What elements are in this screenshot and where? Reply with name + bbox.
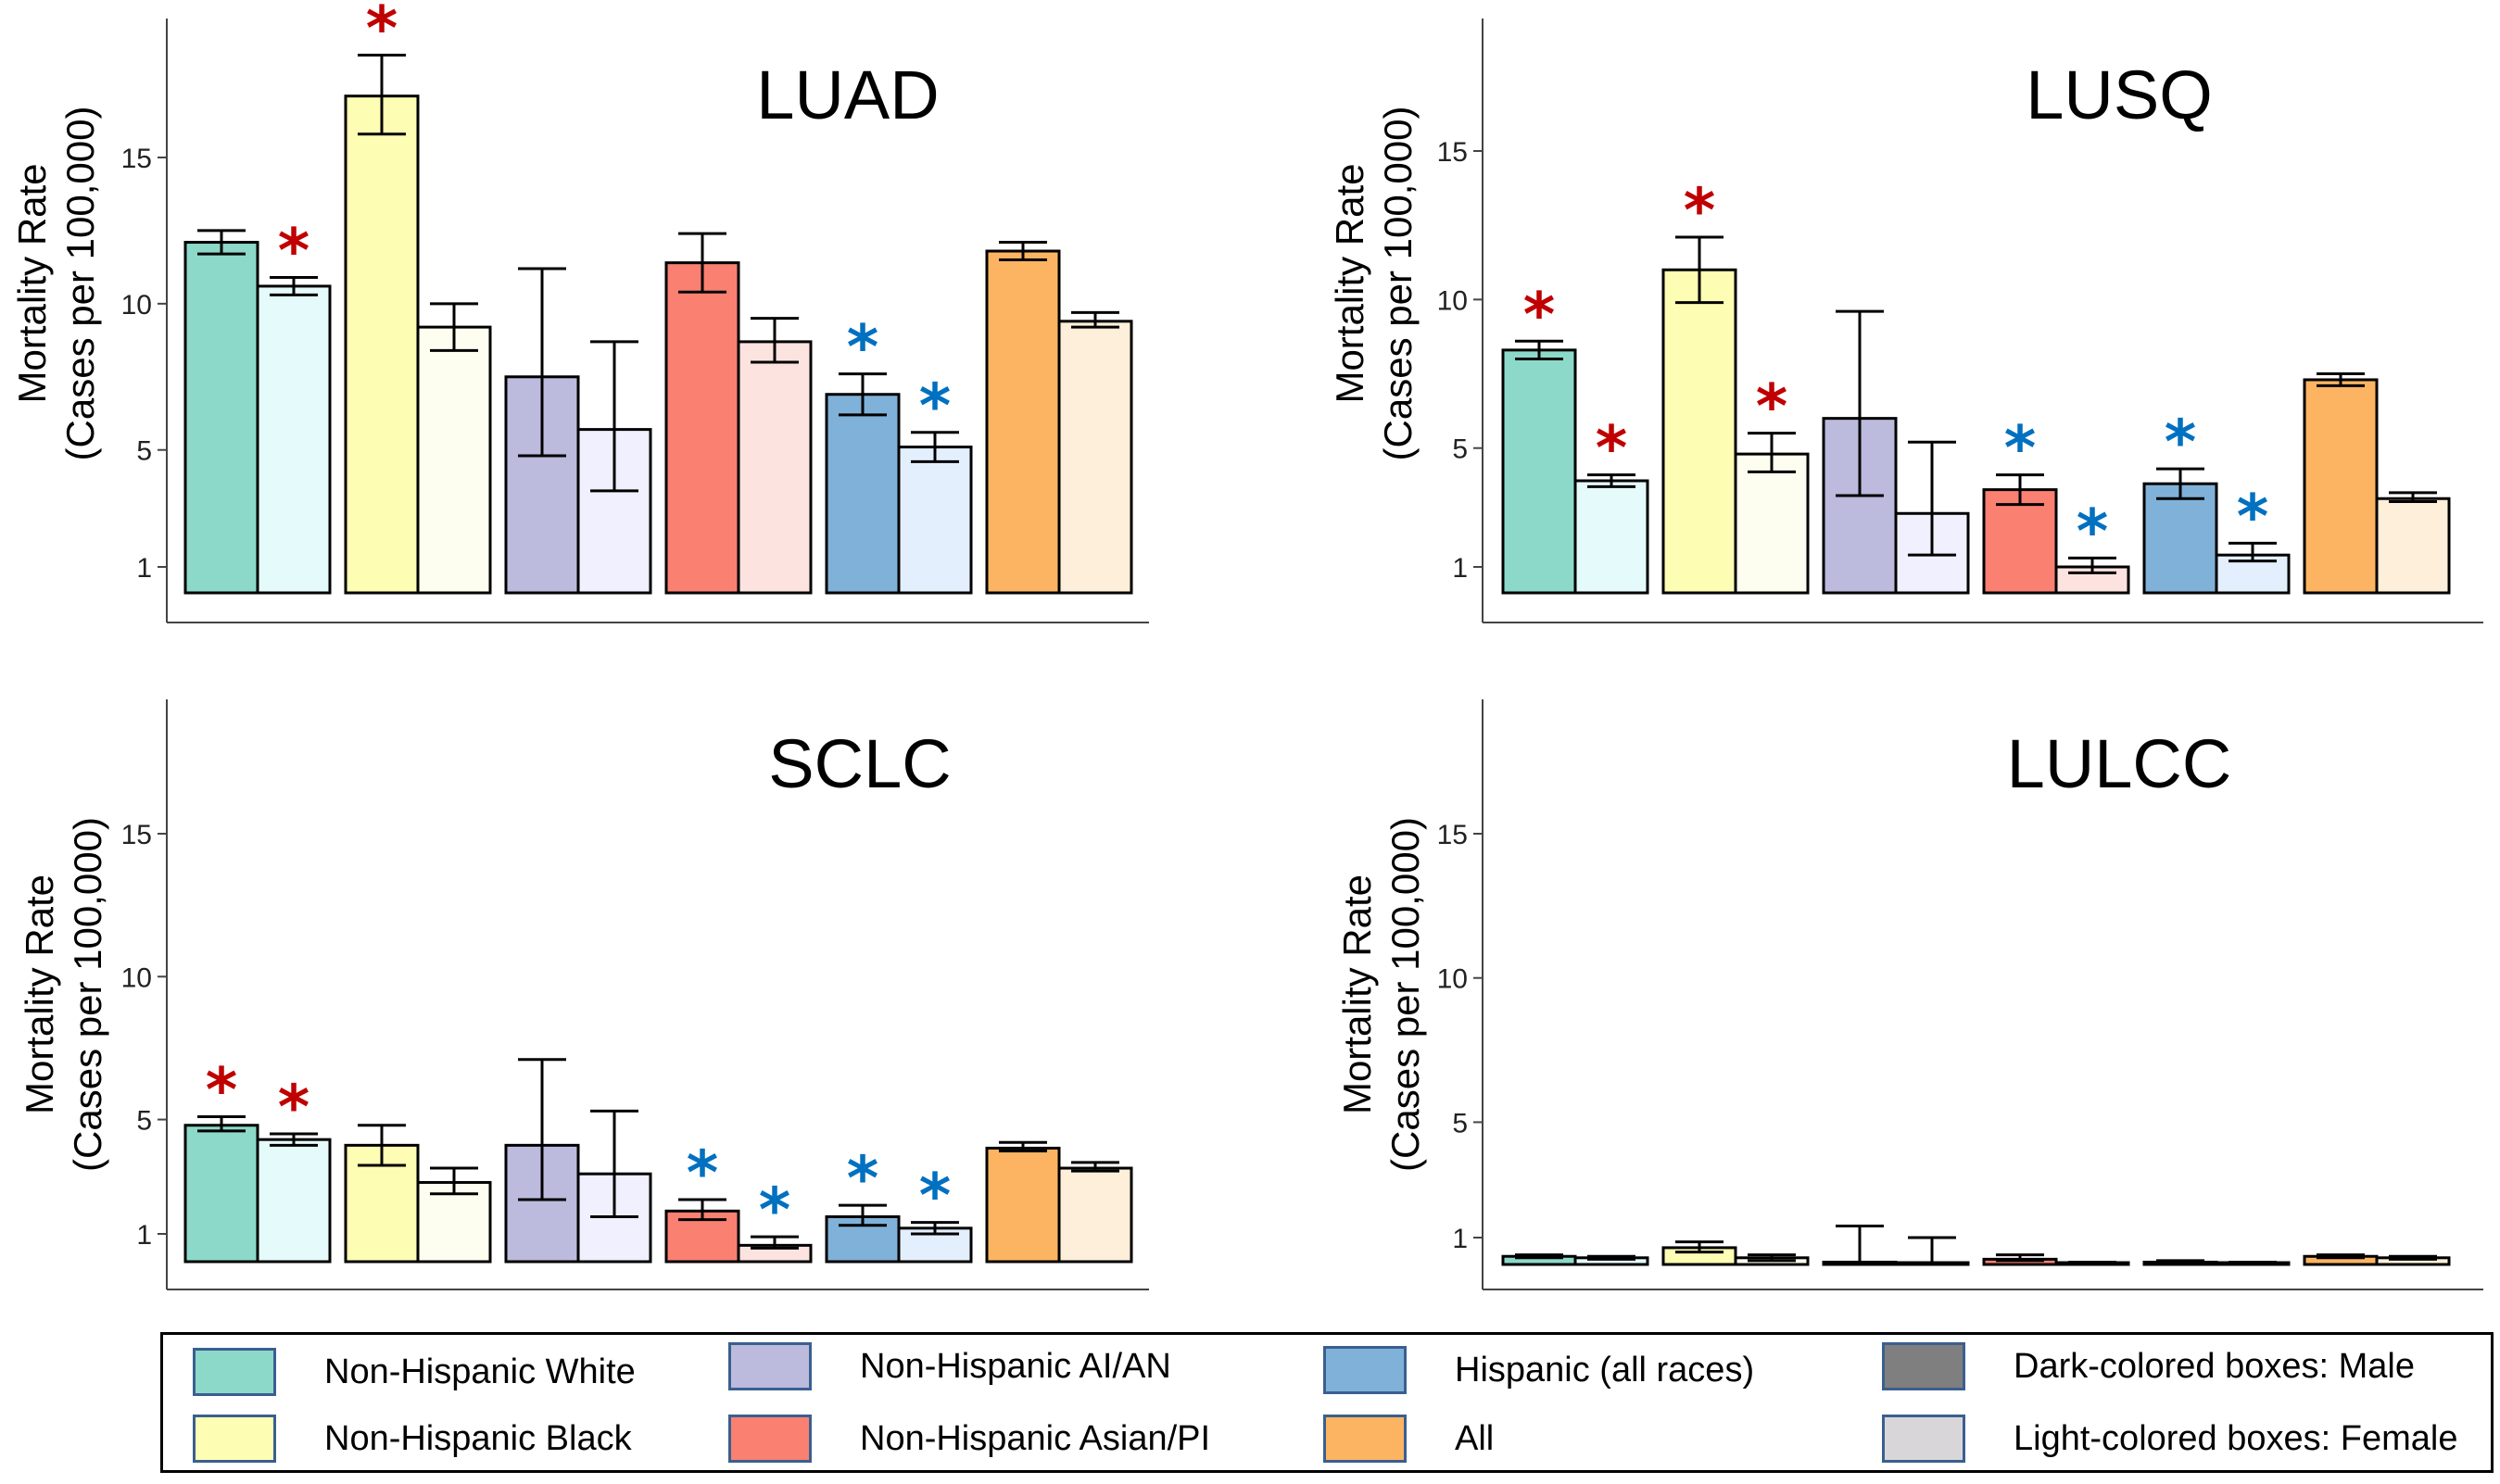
significance-marker: * <box>919 371 952 442</box>
significance-marker: * <box>2165 407 2197 478</box>
y-tick-label: 5 <box>1452 434 1468 465</box>
y-tick-label: 1 <box>136 553 152 584</box>
significance-marker: * <box>278 215 310 286</box>
legend-label: Non-Hispanic Asian/PI <box>860 1418 1211 1458</box>
legend-label: All <box>1455 1418 1495 1458</box>
significance-marker: * <box>2004 413 2037 484</box>
significance-marker: * <box>847 312 879 384</box>
bar-female <box>256 1138 332 1264</box>
bar-male <box>183 1124 259 1264</box>
legend-label: Dark-colored boxes: Male <box>2014 1346 2415 1386</box>
chart-title: LUAD <box>756 57 939 133</box>
legend-swatch <box>193 1348 276 1396</box>
y-tick-label: 15 <box>121 820 152 850</box>
significance-marker: * <box>1596 413 1628 484</box>
y-axis-label: (Cases per 100,000) <box>1383 817 1427 1172</box>
significance-marker: * <box>366 0 398 65</box>
chart-title: SCLC <box>768 725 951 802</box>
significance-marker: * <box>759 1175 791 1246</box>
y-tick-label: 10 <box>121 290 152 321</box>
y-axis-label: Mortality Rate <box>1328 163 1371 403</box>
bar-female <box>737 340 813 595</box>
legend: Non-Hispanic White Non-Hispanic AI/AN Hi… <box>160 1332 2494 1473</box>
bar-male <box>1661 268 1737 595</box>
significance-marker: * <box>206 1054 238 1126</box>
legend-swatch <box>193 1415 276 1463</box>
bar-male <box>1982 488 2058 595</box>
bar-female <box>256 284 332 595</box>
legend-item: Light-colored boxes: Female <box>1882 1415 2457 1463</box>
legend-item: Non-Hispanic AI/AN <box>728 1342 1171 1390</box>
legend-swatch <box>1323 1346 1407 1394</box>
legend-label: Non-Hispanic AI/AN <box>860 1346 1171 1386</box>
legend-label: Non-Hispanic White <box>324 1352 636 1391</box>
y-tick-label: 15 <box>1437 137 1468 168</box>
bar-female <box>1057 1166 1133 1264</box>
legend-label: Hispanic (all races) <box>1455 1350 1755 1390</box>
y-axis-label: Mortality Rate <box>10 163 54 403</box>
y-tick-label: 10 <box>1437 964 1468 995</box>
legend-swatch <box>1882 1415 1965 1463</box>
chart-title: LUSQ <box>2026 57 2213 133</box>
bar-female <box>1057 320 1133 595</box>
bar-female <box>2375 497 2451 595</box>
bar-male <box>183 241 259 595</box>
bar-male <box>664 261 740 595</box>
y-tick-label: 1 <box>1452 1224 1468 1254</box>
y-tick-label: 15 <box>1437 820 1468 850</box>
legend-item: All <box>1323 1415 1494 1463</box>
legend-swatch <box>1323 1415 1407 1463</box>
legend-item: Non-Hispanic White <box>193 1348 636 1396</box>
y-axis-label: (Cases per 100,000) <box>58 107 102 461</box>
bar-female <box>416 325 492 595</box>
significance-marker: * <box>1756 371 1788 443</box>
y-tick-label: 10 <box>121 962 152 993</box>
bar-male <box>344 94 420 595</box>
y-axis-label: Mortality Rate <box>18 874 61 1114</box>
significance-marker: * <box>919 1161 952 1232</box>
bar-female <box>1573 479 1649 595</box>
y-axis-label: (Cases per 100,000) <box>1376 107 1420 461</box>
significance-marker: * <box>847 1143 879 1214</box>
bar-male <box>2142 482 2218 595</box>
y-tick-label: 1 <box>136 1220 152 1251</box>
bar-female <box>897 446 973 595</box>
legend-swatch <box>728 1415 812 1463</box>
significance-marker: * <box>1523 279 1556 350</box>
y-tick-label: 10 <box>1437 285 1468 316</box>
bar-male <box>825 393 901 595</box>
legend-swatch <box>728 1342 812 1390</box>
legend-label: Non-Hispanic Black <box>324 1418 632 1458</box>
legend-label: Light-colored boxes: Female <box>2014 1418 2458 1458</box>
bar-male <box>1501 348 1577 595</box>
chart-title: LULCC <box>2007 725 2232 802</box>
y-axis-label: Mortality Rate <box>1335 874 1379 1114</box>
legend-swatch <box>1882 1342 1965 1390</box>
significance-marker: * <box>2077 496 2109 567</box>
bar-female <box>1734 452 1810 595</box>
significance-marker: * <box>687 1138 719 1209</box>
y-axis-label: (Cases per 100,000) <box>66 817 109 1172</box>
y-tick-label: 5 <box>1452 1108 1468 1138</box>
significance-marker: * <box>278 1072 310 1143</box>
y-tick-label: 1 <box>1452 553 1468 584</box>
significance-marker: * <box>1684 175 1716 246</box>
y-tick-label: 5 <box>136 436 152 467</box>
y-tick-label: 5 <box>136 1106 152 1137</box>
y-tick-label: 15 <box>121 144 152 174</box>
bar-male <box>2303 378 2379 595</box>
legend-item: Hispanic (all races) <box>1323 1346 1754 1394</box>
significance-marker: * <box>2237 481 2269 552</box>
legend-item: Dark-colored boxes: Male <box>1882 1342 2415 1390</box>
bar-male <box>985 249 1061 595</box>
legend-item: Non-Hispanic Asian/PI <box>728 1415 1210 1463</box>
bar-male <box>985 1146 1061 1264</box>
legend-item: Non-Hispanic Black <box>193 1415 632 1463</box>
